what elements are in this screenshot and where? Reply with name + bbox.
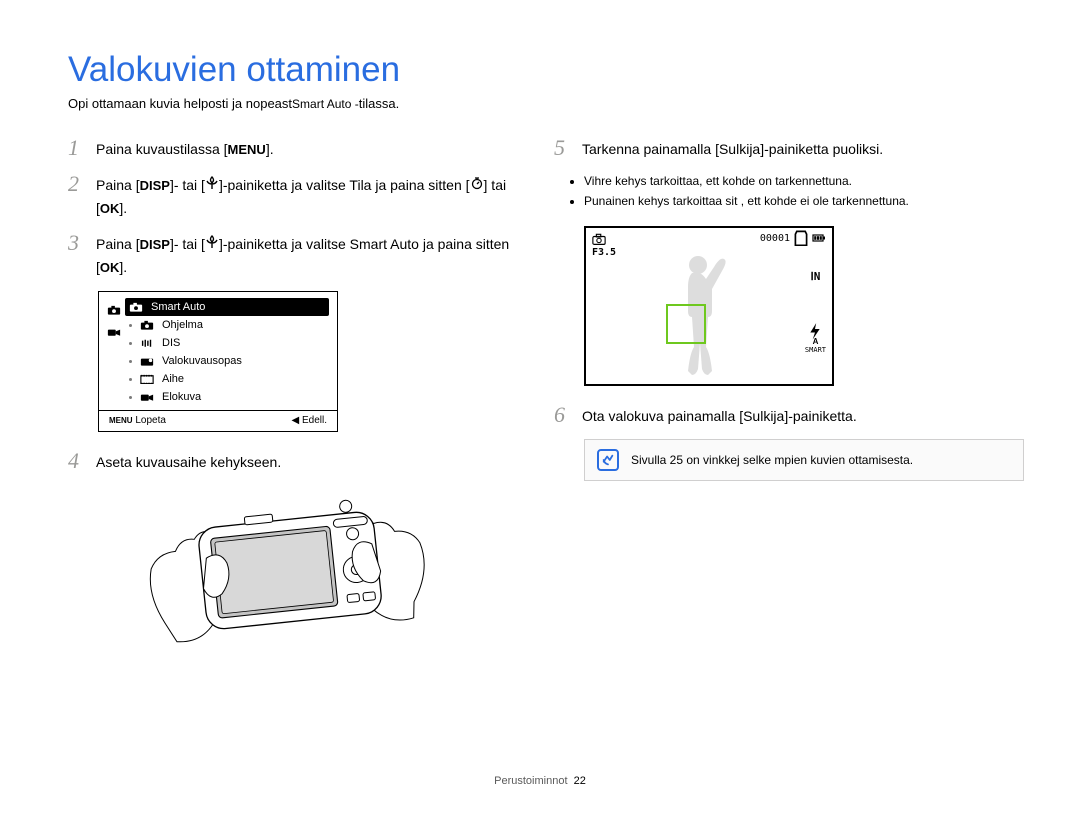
page-subtitle: Opi ottamaan kuvia helposti ja nopeastSm… (68, 96, 1012, 111)
chevron-left-icon: ◀ (292, 415, 300, 426)
dis-icon (140, 337, 154, 349)
timer-icon (470, 177, 484, 189)
menu-item-label: DIS (162, 337, 180, 349)
battery-icon (812, 232, 826, 244)
macro-icon (205, 177, 219, 189)
left-column: 1 Paina kuvaustilassa [MENU]. 2 Paina [D… (68, 137, 526, 655)
video-icon (140, 391, 154, 403)
footer-section: Perustoiminnot (494, 775, 567, 787)
camera-mode-icon (592, 233, 606, 245)
bullet-item: Vihre kehys tarkoittaa, ett kohde on tar… (584, 172, 1012, 190)
focus-frame (666, 304, 706, 344)
step-1: 1 Paina kuvaustilassa [MENU]. (68, 137, 526, 161)
subtitle-suffix: tilassa. (359, 96, 399, 111)
step-number: 6 (554, 404, 572, 426)
step-text: Paina kuvaustilassa [MENU]. (96, 137, 274, 161)
step-number: 2 (68, 173, 86, 195)
step-4: 4 Aseta kuvausaihe kehykseen. (68, 450, 526, 473)
menu-footer: MENU Lopeta ◀ Edell. (99, 410, 337, 431)
menu-item: Ohjelma (129, 316, 329, 334)
menu-list: Smart Auto Ohjelma DIS (129, 298, 329, 406)
camera-icon (140, 319, 154, 331)
step-5-bullets: Vihre kehys tarkoittaa, ett kohde on tar… (568, 172, 1012, 210)
step-number: 1 (68, 137, 86, 159)
menu-item: Aihe (129, 370, 329, 388)
disp-button-label: DISP (140, 178, 170, 193)
step-2: 2 Paina [DISP]- tai []-painiketta ja val… (68, 173, 526, 220)
menu-item: DIS (129, 334, 329, 352)
step-number: 3 (68, 232, 86, 254)
note-text: Sivulla 25 on vinkkej selke mpien kuvien… (631, 453, 913, 467)
mode-menu-screenshot: Smart Auto Ohjelma DIS (98, 291, 338, 432)
macro-icon (205, 236, 219, 248)
bullet-item: Punainen kehys tarkoittaa sit , ett kohd… (584, 192, 1012, 210)
camera-icon (129, 301, 143, 313)
step-text: Tarkenna painamalla [Sulkija]-painiketta… (582, 137, 883, 160)
aperture-value: F3.5 (592, 247, 616, 258)
menu-footer-right: Edell. (302, 415, 327, 426)
step-5: 5 Tarkenna painamalla [Sulkija]-painiket… (554, 137, 1012, 160)
ok-button-label: OK (100, 260, 120, 275)
frame-counter: 00001 (760, 233, 790, 244)
step-3: 3 Paina [DISP]- tai []-painiketta ja val… (68, 232, 526, 279)
viewfinder-preview: F3.5 00001 ⅠN A SMART (584, 226, 834, 386)
subtitle-prefix: Opi ottamaan kuvia helposti ja nopeast (68, 96, 292, 111)
menu-footer-left: Lopeta (135, 415, 166, 426)
menu-item-smart-auto: Smart Auto (125, 298, 329, 316)
scene-icon (140, 373, 154, 385)
step-6: 6 Ota valokuva painamalla [Sulkija]-pain… (554, 404, 1012, 427)
menu-button-label: MENU (228, 142, 266, 157)
menu-item: Elokuva (129, 388, 329, 406)
step-text: Ota valokuva painamalla [Sulkija]-painik… (582, 404, 857, 427)
camera-icon (107, 304, 121, 316)
step-text: Paina [DISP]- tai []-painiketta ja valit… (96, 173, 526, 220)
note-icon (597, 449, 619, 471)
menu-icon-label: MENU (109, 416, 133, 425)
step-text: Paina [DISP]- tai []-painiketta ja valit… (96, 232, 526, 279)
subtitle-smartauto: Smart Auto - (292, 97, 359, 111)
menu-item-label: Aihe (162, 373, 184, 385)
sd-card-icon (794, 232, 808, 244)
menu-item: Valokuvausopas (129, 352, 329, 370)
menu-item-label: Smart Auto (151, 301, 205, 313)
ok-button-label: OK (100, 201, 120, 216)
page-title: Valokuvien ottaminen (68, 50, 1012, 90)
disp-button-label: DISP (140, 237, 170, 252)
camera-illustration (130, 485, 440, 655)
tip-note: Sivulla 25 on vinkkej selke mpien kuvien… (584, 439, 1024, 481)
quality-indicator: ⅠN (811, 270, 821, 283)
menu-category-icons (107, 298, 121, 406)
step-number: 5 (554, 137, 572, 159)
step-number: 4 (68, 450, 86, 472)
menu-item-label: Ohjelma (162, 319, 203, 331)
step-text: Aseta kuvausaihe kehykseen. (96, 450, 281, 473)
menu-item-label: Elokuva (162, 391, 201, 403)
flash-auto-label: A (813, 337, 819, 346)
footer-page-number: 22 (574, 775, 586, 787)
guide-icon (140, 355, 154, 367)
flash-icon (808, 325, 822, 337)
right-column: 5 Tarkenna painamalla [Sulkija]-painiket… (554, 137, 1012, 655)
menu-item-label: Valokuvausopas (162, 355, 242, 367)
page-footer: Perustoiminnot 22 (0, 775, 1080, 787)
video-icon (107, 326, 121, 338)
